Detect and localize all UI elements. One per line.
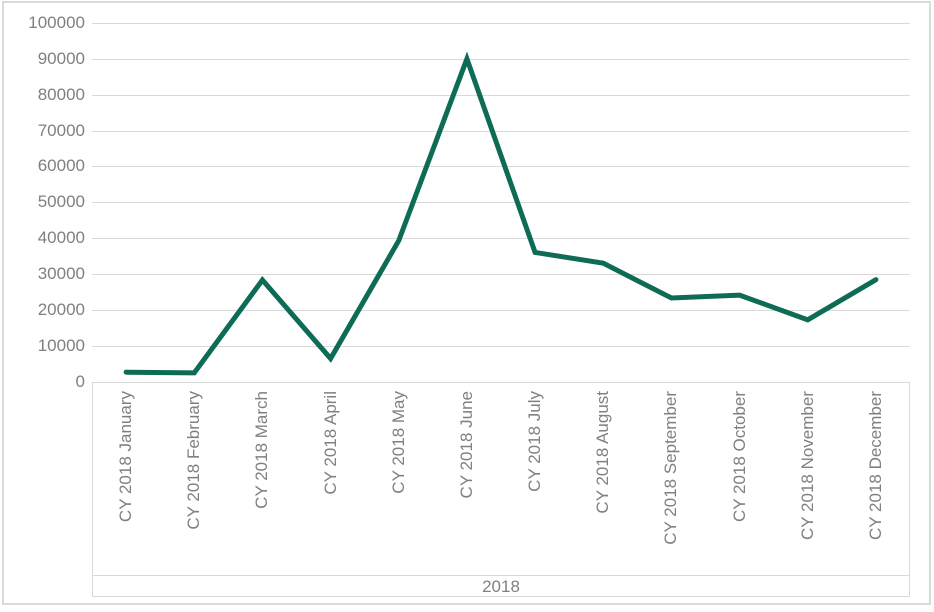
- y-axis-tick-label: 70000: [37, 120, 85, 140]
- x-axis-category-label: CY 2018 May: [388, 391, 408, 494]
- y-axis-tick-label: 90000: [37, 48, 85, 68]
- x-axis-category-label: CY 2018 February: [184, 391, 204, 530]
- x-axis-category-label: CY 2018 April: [320, 391, 340, 495]
- y-axis-tick-label: 40000: [37, 228, 85, 248]
- x-axis-category-label: CY 2018 October: [729, 391, 749, 523]
- x-axis-category-label: CY 2018 January: [116, 391, 136, 523]
- x-axis-category-label: CY 2018 December: [865, 391, 885, 540]
- y-axis-tick-label: 60000: [37, 156, 85, 176]
- x-axis-category-label: CY 2018 June: [456, 391, 476, 499]
- y-axis-tick-label: 20000: [37, 299, 85, 319]
- y-axis-tick-label: 80000: [37, 84, 85, 104]
- x-axis-category-label: CY 2018 August: [593, 391, 613, 514]
- y-axis-tick-label: 50000: [37, 192, 85, 212]
- x-axis-category-label: CY 2018 September: [661, 391, 681, 545]
- x-axis-category-label: CY 2018 March: [252, 391, 272, 509]
- x-axis-category-label: CY 2018 July: [525, 391, 545, 492]
- y-axis-tick-label: 10000: [37, 335, 85, 355]
- y-axis-tick-label: 100000: [28, 13, 85, 32]
- y-axis-tick-label: 30000: [37, 263, 85, 283]
- series-line: [123, 51, 879, 376]
- y-axis-tick-label: 0: [75, 371, 85, 391]
- x-axis-category-label: CY 2018 November: [797, 391, 817, 540]
- x-axis-group-label: 2018: [482, 577, 520, 596]
